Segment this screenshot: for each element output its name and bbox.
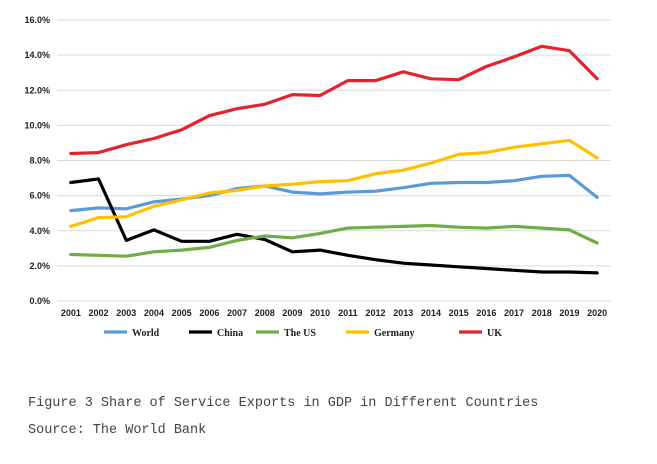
line-chart: 0.0% 2.0% 4.0% 6.0% 8.0% 10.0% 12.0% 14.0% 16.0%… xyxy=(24,15,611,339)
x-tick-label: 2005 xyxy=(172,308,192,318)
series-line-the-us xyxy=(69,223,599,258)
y-axis-ticks: 0.0% 2.0% 4.0% 6.0% 8.0% 10.0% 12.0% 14.0% 16.0% xyxy=(24,15,50,306)
grid-lines xyxy=(57,19,611,302)
y-tick-label: 4.0% xyxy=(29,226,50,236)
y-tick-label: 2.0% xyxy=(29,261,50,271)
legend-label-uk: UK xyxy=(487,328,502,339)
x-tick-label: 2002 xyxy=(89,308,109,318)
x-tick-label: 2012 xyxy=(366,308,386,318)
series-line-germany xyxy=(69,138,599,228)
x-tick-label: 2016 xyxy=(476,308,496,318)
legend-label-world: World xyxy=(132,328,160,339)
y-tick-label: 0.0% xyxy=(29,296,50,306)
x-tick-label: 2013 xyxy=(393,308,413,318)
x-tick-label: 2001 xyxy=(61,308,81,318)
x-tick-label: 2006 xyxy=(199,308,219,318)
x-tick-label: 2009 xyxy=(282,308,302,318)
y-tick-label: 8.0% xyxy=(29,156,50,166)
legend: World China The US Germany UK xyxy=(104,328,502,339)
y-tick-label: 14.0% xyxy=(24,50,50,60)
series-line-world xyxy=(69,173,599,213)
figure-caption: Figure 3 Share of Service Exports in GDP… xyxy=(28,396,539,411)
legend-label-germany: Germany xyxy=(374,328,415,339)
x-tick-label: 2007 xyxy=(227,308,247,318)
x-axis-ticks: 2001 2002 2003 2004 2005 2006 2007 2008 2009 2010… xyxy=(61,308,607,318)
x-tick-label: 2017 xyxy=(504,308,524,318)
x-tick-label: 2008 xyxy=(255,308,275,318)
series-line-china xyxy=(69,177,599,275)
y-tick-label: 10.0% xyxy=(24,120,50,130)
x-tick-label: 2018 xyxy=(532,308,552,318)
y-tick-label: 6.0% xyxy=(29,191,50,201)
x-tick-label: 2010 xyxy=(310,308,330,318)
x-tick-label: 2019 xyxy=(559,308,579,318)
y-tick-label: 16.0% xyxy=(24,15,50,25)
x-tick-label: 2015 xyxy=(449,308,469,318)
x-tick-label: 2020 xyxy=(587,308,607,318)
legend-label-china: China xyxy=(217,328,243,339)
x-tick-label: 2011 xyxy=(338,308,358,318)
x-tick-label: 2014 xyxy=(421,308,441,318)
x-tick-label: 2003 xyxy=(116,308,136,318)
series-line-uk xyxy=(69,44,599,156)
source-caption: Source: The World Bank xyxy=(28,423,207,438)
legend-label-the-us: The US xyxy=(284,328,316,339)
x-tick-label: 2004 xyxy=(144,308,164,318)
series-lines xyxy=(69,44,599,275)
y-tick-label: 12.0% xyxy=(24,85,50,95)
